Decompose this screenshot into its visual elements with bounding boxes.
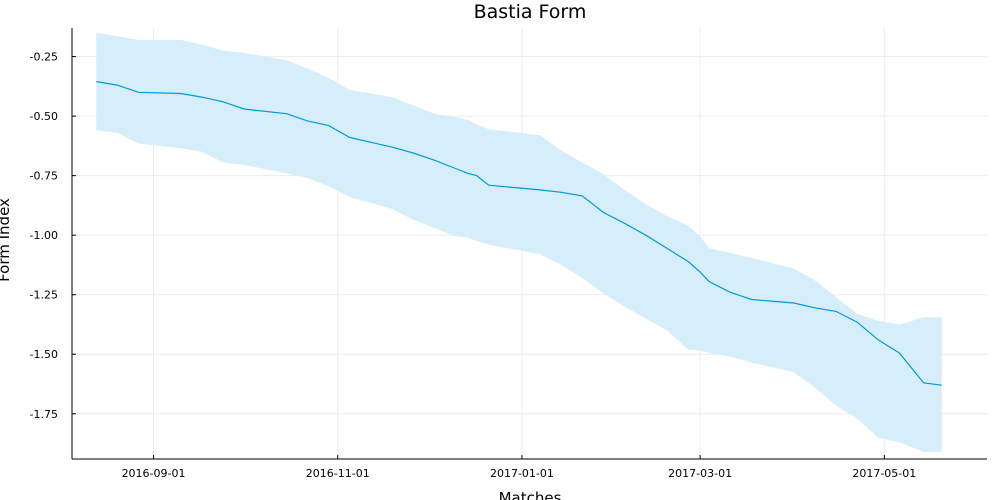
series-line-layer bbox=[96, 81, 942, 386]
x-tick-label: 2017-05-01 bbox=[852, 467, 916, 480]
x-tick-label: 2016-09-01 bbox=[122, 467, 186, 480]
x-tick-label: 2017-03-01 bbox=[668, 467, 732, 480]
y-tick-label: -1.50 bbox=[30, 348, 58, 361]
axes bbox=[71, 28, 987, 460]
y-tick-label: -1.75 bbox=[30, 408, 58, 421]
tick-labels: 2016-09-01 2016-11-01 2017-01-01 2017-03-01… bbox=[30, 51, 917, 480]
confidence-band-layer bbox=[96, 32, 942, 452]
y-axis-title: Form Index bbox=[0, 198, 13, 282]
y-tick-label: -0.25 bbox=[30, 51, 58, 64]
chart-title: Bastia Form bbox=[474, 1, 587, 23]
x-tick-label: 2017-01-01 bbox=[490, 467, 554, 480]
x-tick-label: 2016-11-01 bbox=[306, 467, 370, 480]
x-axis-title: Matches bbox=[499, 489, 562, 500]
y-tick-label: -1.00 bbox=[30, 229, 58, 242]
confidence-band bbox=[96, 32, 942, 452]
y-tick-label: -0.50 bbox=[30, 110, 58, 123]
y-tick-label: -0.75 bbox=[30, 170, 58, 183]
series-line bbox=[96, 81, 942, 386]
y-tick-label: -1.25 bbox=[30, 289, 58, 302]
